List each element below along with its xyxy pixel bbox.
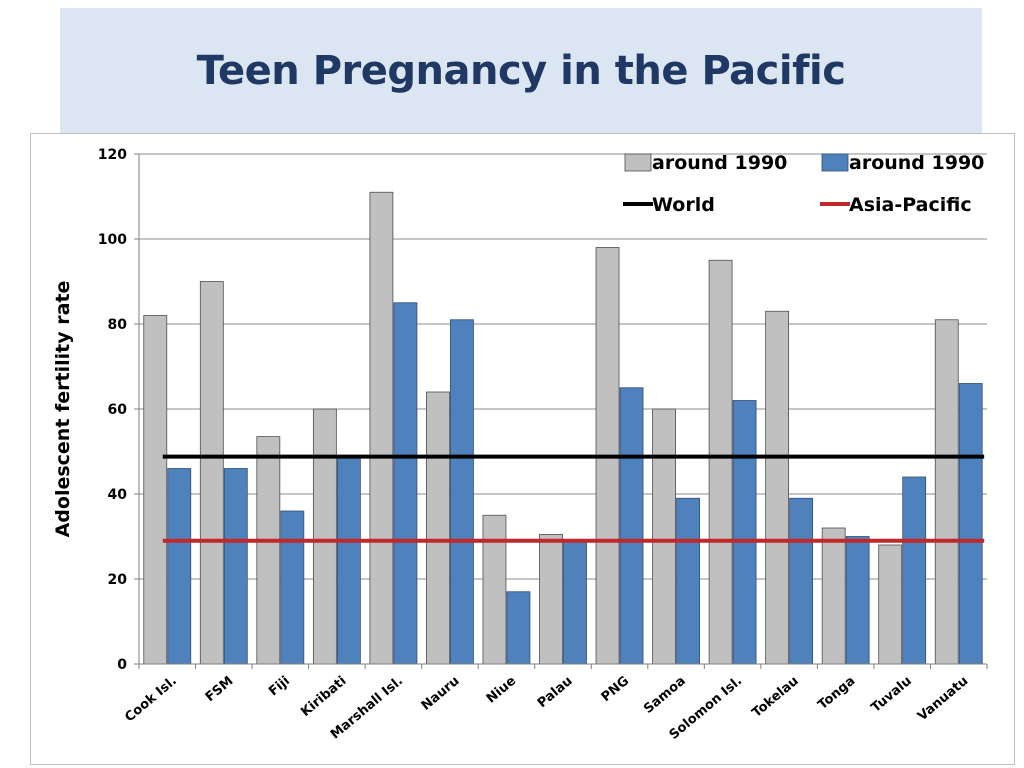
- y-axis-title: Adolescent fertility rate: [52, 281, 74, 538]
- y-tick-label: 100: [98, 232, 127, 248]
- bar-gray: [765, 310, 790, 665]
- title-banner: Teen Pregnancy in the Pacific: [60, 8, 982, 134]
- legend-label: Asia-Pacific: [849, 194, 972, 216]
- bar-blue: [280, 510, 305, 665]
- legend-label: around 1990: [849, 152, 984, 174]
- legend-swatch: [821, 153, 849, 172]
- slide-title: Teen Pregnancy in the Pacific: [196, 48, 846, 94]
- bar-blue: [563, 540, 587, 665]
- legend-label: around 1990: [652, 152, 787, 174]
- bar-gray: [821, 527, 846, 665]
- bars: [143, 191, 983, 665]
- bar-gray: [539, 533, 563, 665]
- category-label: Fiji: [266, 674, 293, 700]
- legend-item-blue: around 1990: [821, 152, 984, 174]
- y-tick-label: 40: [108, 487, 128, 503]
- legend-swatch: [624, 153, 652, 172]
- y-tick-label: 60: [108, 402, 128, 418]
- bar-blue: [789, 497, 814, 665]
- bar-blue: [845, 536, 870, 665]
- y-tick-label: 120: [98, 147, 127, 163]
- axes: [134, 153, 988, 669]
- category-label: Nauru: [419, 674, 463, 714]
- bar-gray: [878, 544, 903, 665]
- bar-blue: [676, 497, 700, 665]
- bar-gray: [482, 514, 507, 665]
- bar-gray: [652, 408, 676, 665]
- category-label: Samoa: [641, 674, 688, 717]
- category-label: Kiribati: [298, 674, 349, 720]
- bar-gray: [934, 319, 959, 665]
- y-tick-label: 0: [117, 657, 127, 673]
- bar-gray: [143, 315, 168, 665]
- bar-gray: [426, 391, 450, 665]
- bar-blue: [619, 387, 644, 665]
- legend: around 1990 around 1990 World Asia-Pacific: [623, 152, 984, 216]
- category-label: Niue: [484, 673, 519, 706]
- bar-blue: [506, 591, 531, 665]
- bar-gray: [256, 436, 281, 665]
- bar-blue: [223, 468, 248, 665]
- bar-blue: [393, 302, 418, 665]
- bar-gray: [199, 281, 224, 665]
- category-label: Tokelau: [749, 674, 801, 721]
- legend-item-world: World: [623, 194, 715, 216]
- bar-blue: [336, 455, 361, 665]
- category-label: Cook Isl.: [122, 674, 180, 726]
- y-tick-label: 80: [108, 317, 128, 333]
- bar-blue: [902, 476, 927, 665]
- bar-gray: [312, 408, 337, 665]
- y-tick-label: 20: [108, 572, 128, 588]
- reference-lines: [162, 454, 985, 543]
- bar-gray: [708, 259, 733, 665]
- bar-blue: [167, 468, 192, 665]
- category-label: Vanuatu: [915, 674, 971, 725]
- category-label: PNG: [599, 674, 632, 705]
- category-label: FSM: [203, 674, 237, 706]
- category-label: Tonga: [815, 674, 858, 713]
- legend-item-gray: around 1990: [624, 152, 787, 174]
- category-label: Palau: [535, 674, 576, 711]
- category-label: Tuvalu: [869, 674, 915, 716]
- gridlines: [139, 153, 987, 580]
- bar-gray: [369, 191, 394, 665]
- chart-frame: 0 20 40 60 80 100 120 Cook Isl. FSM Fiji Kiribati M…: [30, 133, 1015, 765]
- bar-blue: [732, 400, 757, 665]
- legend-label: World: [652, 194, 715, 216]
- bar-blue: [958, 383, 983, 665]
- legend-item-asia-pacific: Asia-Pacific: [820, 194, 972, 216]
- bar-blue: [450, 319, 474, 665]
